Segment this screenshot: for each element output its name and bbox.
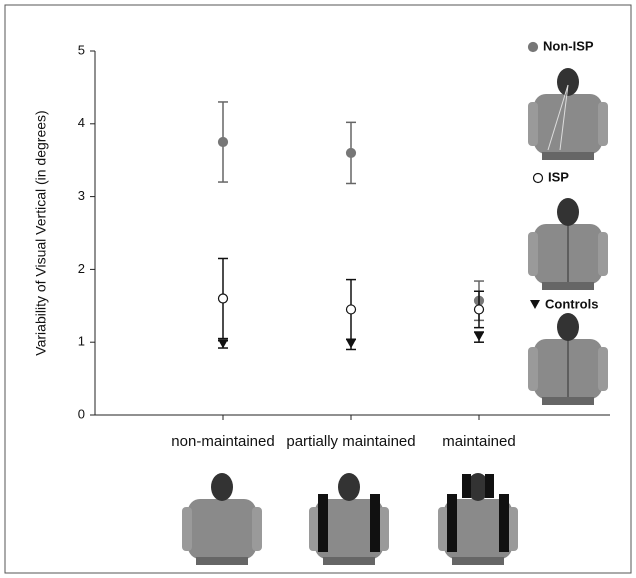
x-tick-label: non-maintained bbox=[171, 433, 275, 450]
point bbox=[345, 304, 357, 315]
legend-label: Non-ISP bbox=[543, 38, 594, 53]
legend-marker bbox=[532, 172, 544, 184]
figure bbox=[528, 313, 608, 405]
point bbox=[345, 147, 357, 159]
y-tick-label: 1 bbox=[78, 334, 85, 349]
legend-marker bbox=[527, 41, 539, 53]
legend-label: Controls bbox=[545, 296, 598, 311]
figure bbox=[438, 473, 518, 565]
y-tick-label: 5 bbox=[78, 42, 85, 57]
point bbox=[217, 293, 229, 304]
figure bbox=[528, 198, 608, 290]
y-axis-label: Variability of Visual Vertical (in degre… bbox=[33, 110, 49, 355]
point bbox=[217, 136, 229, 148]
figure bbox=[528, 68, 608, 160]
x-tick-label: maintained bbox=[442, 433, 516, 450]
point bbox=[346, 339, 356, 349]
legend-marker bbox=[530, 300, 540, 309]
y-tick-label: 0 bbox=[78, 406, 85, 421]
y-tick-label: 2 bbox=[78, 261, 85, 276]
figure bbox=[182, 473, 262, 565]
y-tick-label: 4 bbox=[78, 115, 85, 130]
point bbox=[473, 304, 485, 315]
point bbox=[218, 339, 228, 349]
y-tick-label: 3 bbox=[78, 188, 85, 203]
point bbox=[474, 332, 484, 342]
figure bbox=[309, 473, 389, 565]
x-tick-label: partially maintained bbox=[286, 433, 416, 450]
legend-label: ISP bbox=[548, 169, 569, 184]
frame bbox=[4, 4, 632, 574]
